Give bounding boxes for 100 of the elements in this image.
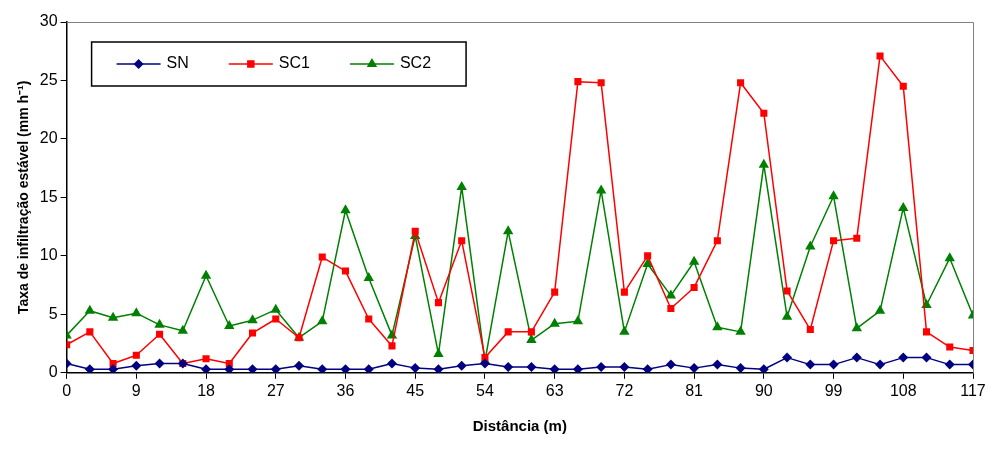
point: [712, 359, 723, 370]
point: [946, 343, 954, 351]
point: [202, 355, 210, 363]
point: [479, 358, 490, 369]
point: [597, 79, 605, 87]
point: [363, 272, 374, 282]
point: [619, 325, 630, 335]
point: [851, 352, 862, 363]
point: [107, 311, 119, 321]
point: [944, 252, 955, 262]
point: [433, 348, 444, 358]
point: [270, 303, 281, 313]
point: [248, 329, 257, 337]
point: [876, 52, 884, 60]
point: [526, 361, 537, 372]
point: [318, 253, 326, 261]
point: [735, 363, 746, 373]
x-tick-label: 90: [754, 381, 773, 399]
point: [411, 227, 419, 235]
point: [596, 361, 607, 372]
x-tick-label: 81: [685, 381, 704, 399]
point: [899, 82, 907, 90]
point: [760, 109, 768, 117]
x-tick-label: 27: [266, 381, 285, 399]
point: [410, 363, 421, 373]
point: [642, 364, 653, 373]
x-tick-label: 9: [131, 381, 141, 399]
point: [898, 201, 909, 211]
point: [458, 237, 466, 245]
point: [805, 240, 816, 250]
point: [549, 317, 560, 327]
point: [828, 359, 839, 370]
point: [944, 359, 955, 370]
point: [433, 364, 444, 373]
point: [154, 318, 165, 328]
point: [270, 364, 281, 373]
point: [921, 352, 932, 363]
point: [574, 78, 582, 86]
point: [200, 269, 212, 279]
point: [782, 352, 793, 363]
x-tick-label: 54: [476, 381, 494, 399]
legend-label: SC2: [399, 54, 432, 72]
x-tick-label: 36: [336, 381, 355, 399]
point: [131, 360, 142, 371]
point: [154, 358, 165, 369]
legend-label: SC1: [278, 54, 311, 72]
point: [456, 360, 467, 371]
y-tick-label: 30: [39, 12, 58, 30]
x-tick-label: 45: [406, 381, 425, 399]
point: [294, 360, 305, 371]
point: [340, 204, 351, 214]
point: [758, 158, 770, 168]
point: [177, 324, 188, 334]
point: [619, 361, 630, 372]
x-tick-label: 72: [615, 381, 634, 399]
point: [737, 79, 745, 87]
point: [875, 359, 886, 370]
point: [806, 326, 814, 334]
point: [386, 358, 397, 369]
y-tick-label: 0: [48, 363, 58, 381]
legend-label: SN: [166, 54, 189, 72]
point: [224, 364, 235, 373]
point: [84, 304, 96, 314]
point: [365, 315, 373, 323]
x-axis-title: Distância (m): [472, 417, 567, 435]
point: [388, 342, 396, 350]
x-tick-label: 18: [197, 381, 216, 399]
point: [898, 352, 909, 363]
x-tick-label: 0: [62, 381, 72, 399]
point: [247, 364, 258, 373]
point: [830, 237, 838, 245]
point: [712, 321, 723, 331]
point: [690, 283, 698, 291]
point: [156, 330, 164, 338]
point: [665, 289, 677, 299]
y-axis-title: Taxa de infiltração estável (mm h⁻¹): [15, 80, 32, 315]
y-tick-label: 20: [39, 129, 58, 147]
point: [735, 325, 746, 335]
point: [526, 334, 537, 344]
point: [84, 364, 95, 373]
y-tick-label: 25: [39, 70, 58, 88]
point: [853, 234, 861, 242]
point: [572, 364, 583, 373]
x-tick-label: 108: [889, 381, 917, 399]
point: [224, 320, 235, 330]
point: [247, 314, 258, 324]
x-tick-label: 99: [824, 381, 843, 399]
point: [805, 359, 816, 370]
point: [828, 190, 839, 200]
point: [595, 184, 607, 194]
y-tick-label: 10: [39, 246, 58, 264]
point: [272, 315, 280, 323]
y-tick-label: 15: [39, 187, 58, 205]
point: [131, 307, 142, 317]
point: [132, 351, 140, 359]
point: [503, 361, 514, 372]
point: [922, 328, 931, 336]
point: [502, 225, 514, 235]
point: [504, 328, 512, 336]
point: [86, 328, 94, 336]
